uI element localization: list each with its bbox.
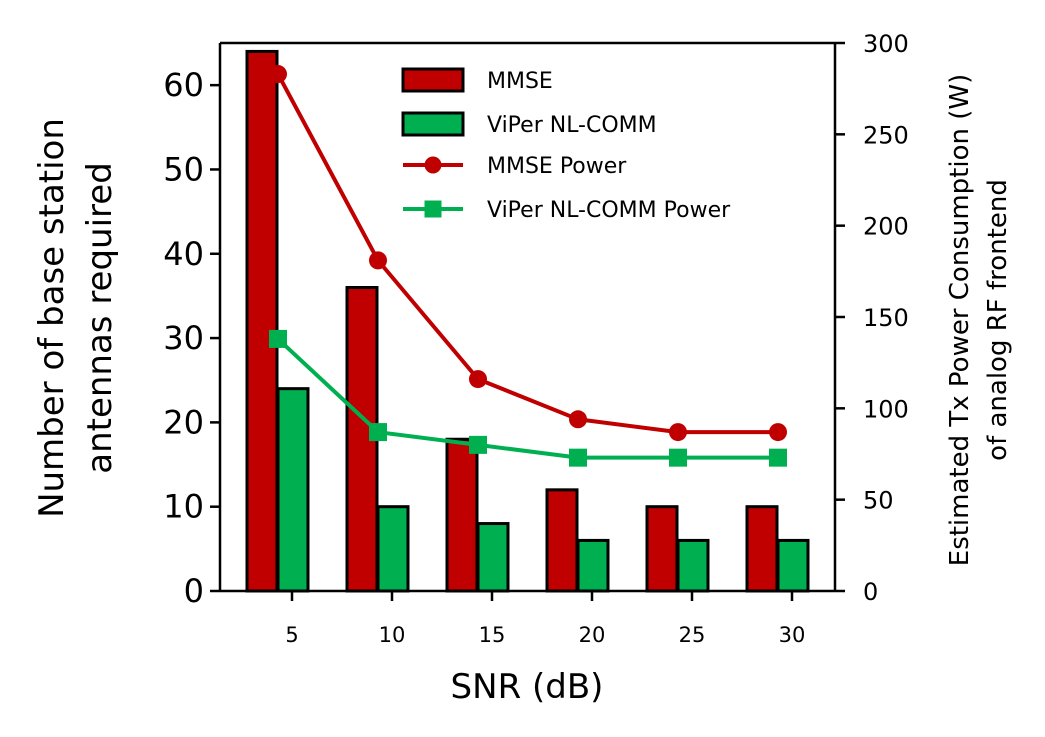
y-axis-label-line-2: antennas required — [80, 162, 120, 474]
y2-tick-label-250: 250 — [863, 121, 909, 149]
y2-tick-label-300: 300 — [863, 30, 909, 58]
y2-axis-label: Estimated Tx Power Consumption (W) of an… — [945, 74, 1013, 566]
x-axis-label: SNR (dB) — [451, 667, 604, 707]
bar-viper-snr-10 — [376, 505, 410, 593]
legend-label-viper: ViPer NL-COMM — [487, 113, 657, 138]
x-tick-label-15: 15 — [479, 623, 506, 647]
marker-viper-power-snr-5 — [269, 329, 287, 348]
legend: MMSE ViPer NL-COMM MMSE Power ViPer NL-C… — [401, 67, 731, 223]
y2-tick-label-50: 50 — [863, 487, 894, 515]
marker-viper-power-snr-30 — [769, 448, 787, 467]
marker-mmse-power-snr-30 — [769, 423, 787, 442]
marker-mmse-power-snr-20 — [569, 410, 587, 429]
bar-viper-snr-5 — [276, 387, 310, 593]
y-tick-label-40: 40 — [163, 235, 204, 273]
y-tick-label-60: 60 — [163, 66, 204, 104]
x-tick-label-10: 10 — [379, 623, 406, 647]
ticks-layer: 0 10 20 30 40 50 60 0 50 100 150 200 250 300 5 10 15 20 25… — [163, 30, 909, 647]
marker-viper-power-snr-10 — [369, 423, 387, 442]
y-tick-label-10: 10 — [163, 488, 204, 526]
legend-swatch-mmse — [401, 67, 465, 93]
x-tick-label-30: 30 — [779, 623, 806, 647]
y2-axis-label-line-1: Estimated Tx Power Consumption (W) — [945, 74, 975, 566]
y-axis-label: Number of base station antennas required — [32, 118, 120, 518]
bar-mmse-snr-30 — [745, 505, 779, 593]
x-tick-label-25: 25 — [679, 623, 706, 647]
marker-viper-power-snr-25 — [669, 448, 687, 467]
bar-viper-snr-25 — [676, 538, 710, 593]
legend-label-mmse-power: MMSE Power — [487, 154, 627, 179]
legend-marker-viper-power — [424, 200, 442, 218]
bar-mmse-snr-15 — [445, 437, 479, 593]
legend-swatch-viper — [401, 111, 465, 137]
y-tick-label-20: 20 — [163, 403, 204, 441]
y-tick-label-50: 50 — [163, 150, 204, 188]
line-viper-power — [276, 337, 778, 460]
x-tick-label-20: 20 — [579, 623, 606, 647]
bar-viper-snr-30 — [776, 538, 810, 593]
marker-viper-power-snr-20 — [569, 448, 587, 467]
line-mmse-power — [276, 73, 778, 435]
marker-mmse-power-snr-10 — [369, 251, 387, 270]
legend-label-mmse: MMSE — [487, 69, 553, 94]
y-tick-label-0: 0 — [184, 572, 204, 610]
marker-mmse-power-snr-15 — [469, 370, 487, 389]
marker-mmse-power-snr-25 — [669, 423, 687, 442]
legend-marker-mmse-power — [424, 156, 442, 174]
marker-viper-power-snr-15 — [469, 435, 487, 454]
bar-viper-snr-15 — [476, 522, 510, 593]
bar-mmse-snr-5 — [245, 49, 279, 593]
x-tick-label-5: 5 — [285, 623, 298, 647]
bar-mmse-snr-20 — [545, 488, 579, 593]
legend-label-viper-power: ViPer NL-COMM Power — [487, 198, 731, 223]
bar-viper-snr-20 — [576, 538, 610, 593]
lines-layer — [269, 65, 787, 467]
bar-mmse-snr-25 — [645, 505, 679, 593]
y2-tick-label-150: 150 — [863, 304, 909, 332]
marker-mmse-power-snr-5 — [269, 65, 287, 84]
y2-axis-label-line-2: of analog RF frontend — [983, 179, 1013, 461]
y2-tick-label-200: 200 — [863, 213, 909, 241]
y2-tick-label-0: 0 — [863, 578, 878, 606]
y-tick-label-30: 30 — [163, 319, 204, 357]
y-axis-label-line-1: Number of base station — [32, 118, 72, 518]
y2-tick-label-100: 100 — [863, 395, 909, 423]
